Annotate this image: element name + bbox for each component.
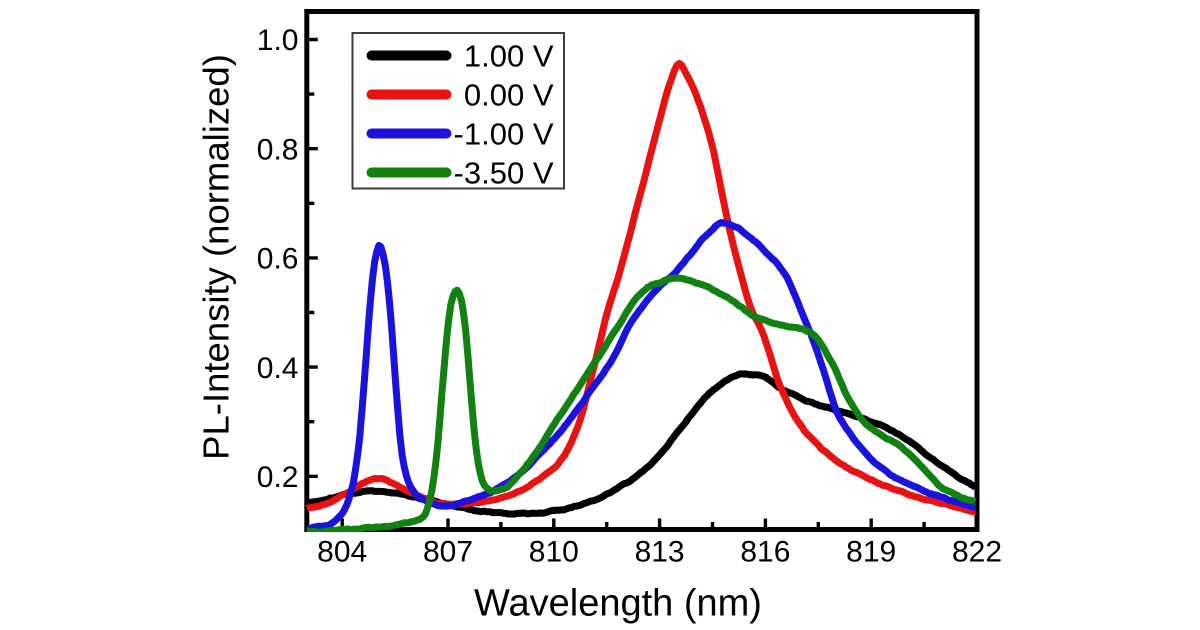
svg-text:0.4: 0.4 bbox=[257, 352, 299, 385]
svg-text:807: 807 bbox=[423, 536, 473, 569]
svg-text:0.8: 0.8 bbox=[257, 133, 299, 166]
svg-text:-1.00 V: -1.00 V bbox=[454, 117, 554, 152]
svg-text:819: 819 bbox=[846, 536, 896, 569]
svg-text:0.6: 0.6 bbox=[257, 243, 299, 276]
svg-text:-3.50 V: -3.50 V bbox=[454, 156, 554, 191]
svg-text:1.0: 1.0 bbox=[257, 24, 299, 57]
svg-text:810: 810 bbox=[529, 536, 579, 569]
svg-text:822: 822 bbox=[952, 536, 1002, 569]
svg-text:1.00 V: 1.00 V bbox=[464, 39, 554, 74]
svg-text:0.2: 0.2 bbox=[257, 461, 299, 494]
svg-text:816: 816 bbox=[740, 536, 790, 569]
svg-text:0.00 V: 0.00 V bbox=[464, 78, 554, 113]
svg-text:804: 804 bbox=[317, 536, 367, 569]
svg-text:PL-Intensity (normalized): PL-Intensity (normalized) bbox=[196, 54, 237, 460]
svg-text:Wavelength (nm): Wavelength (nm) bbox=[474, 583, 762, 625]
svg-text:813: 813 bbox=[635, 536, 685, 569]
